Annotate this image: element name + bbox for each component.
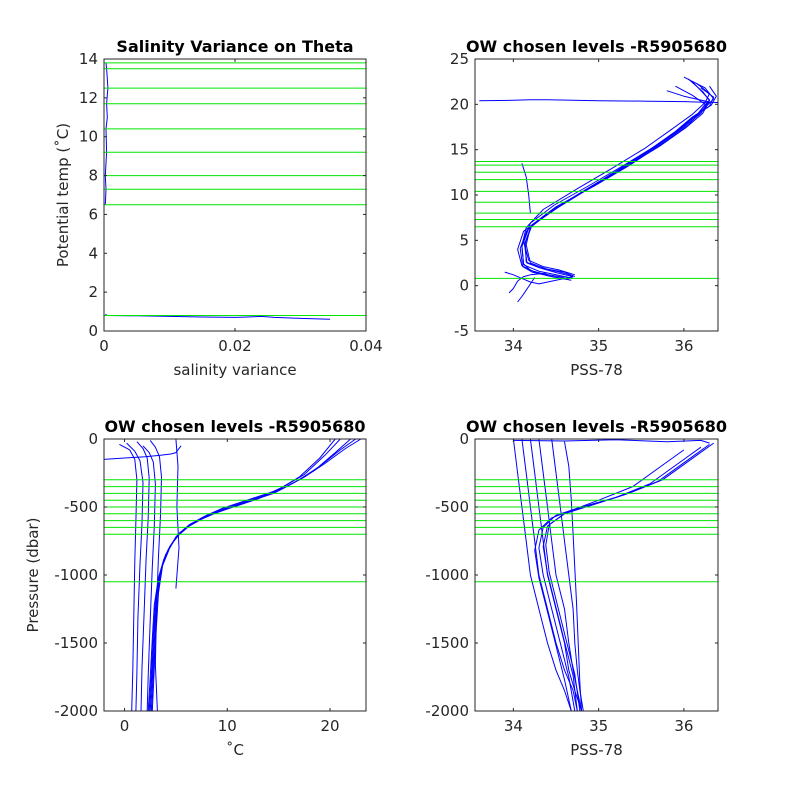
x-tick-label: 35 bbox=[589, 337, 608, 355]
y-tick-label: -2000 bbox=[425, 702, 469, 720]
series-line bbox=[523, 90, 709, 276]
y-tick-label: 4 bbox=[88, 244, 98, 262]
series-line bbox=[538, 439, 583, 711]
y-tick-label: -1500 bbox=[425, 634, 469, 652]
plot-data bbox=[104, 62, 366, 320]
y-tick-label: 20 bbox=[450, 95, 469, 113]
y-tick-label: -1000 bbox=[425, 566, 469, 584]
chart-title: Salinity Variance on Theta bbox=[116, 37, 353, 56]
y-tick-label: -2000 bbox=[54, 702, 98, 720]
x-tick-label: 0.04 bbox=[349, 337, 382, 355]
chart-panel-1: 0 0.02 0.04 0 2 4 6 8 10 12 14 Salinity Variance on… bbox=[54, 37, 383, 379]
series-line bbox=[521, 439, 578, 711]
x-axis-label: PSS-78 bbox=[570, 361, 623, 379]
series-line bbox=[104, 62, 109, 205]
y-axis-label: Pressure (dbar) bbox=[24, 518, 42, 633]
y-tick-label: 8 bbox=[88, 167, 98, 185]
y-tick-label: 5 bbox=[459, 231, 469, 249]
x-tick-label: 0 bbox=[99, 337, 109, 355]
y-tick-label: 15 bbox=[450, 141, 469, 159]
chart-title: OW chosen levels -R5905680 bbox=[466, 417, 727, 436]
series-line bbox=[517, 277, 536, 303]
y-tick-label: -1500 bbox=[54, 634, 98, 652]
series-line bbox=[136, 441, 150, 711]
y-tick-label: 10 bbox=[79, 128, 98, 146]
y-tick-label: 12 bbox=[79, 89, 98, 107]
x-tick-label: 34 bbox=[504, 337, 523, 355]
y-tick-label: 0 bbox=[88, 322, 98, 340]
y-tick-label: 6 bbox=[88, 205, 98, 223]
x-tick-label: 34 bbox=[504, 717, 523, 735]
x-axis-label: PSS-78 bbox=[570, 741, 623, 759]
series-line bbox=[521, 163, 531, 214]
x-tick-label: 35 bbox=[589, 717, 608, 735]
chart-title: OW chosen levels -R5905680 bbox=[466, 37, 727, 56]
y-tick-label: 2 bbox=[88, 283, 98, 301]
y-tick-label: 14 bbox=[79, 50, 98, 68]
series-line bbox=[151, 439, 362, 711]
x-tick-label: 20 bbox=[320, 717, 339, 735]
series-line bbox=[521, 83, 710, 278]
y-tick-label: -500 bbox=[64, 498, 98, 516]
series-line bbox=[524, 78, 710, 278]
series-line bbox=[513, 439, 710, 444]
x-tick-label: 36 bbox=[674, 717, 693, 735]
plot-data bbox=[475, 76, 718, 303]
plot-data bbox=[104, 439, 366, 711]
series-line bbox=[149, 440, 162, 711]
series-line bbox=[504, 271, 574, 285]
y-tick-label: 0 bbox=[88, 430, 98, 448]
series-line bbox=[551, 439, 584, 711]
plot-area bbox=[103, 438, 367, 712]
chart-title: OW chosen levels -R5905680 bbox=[104, 417, 365, 436]
y-tick-label: -1000 bbox=[54, 566, 98, 584]
x-tick-label: 0.02 bbox=[218, 337, 251, 355]
series-line bbox=[508, 272, 548, 294]
x-tick-label: 36 bbox=[674, 337, 693, 355]
chart-panel-3: 0 10 20 -2000 -1500 -1000 -500 0 OW chosen level… bbox=[24, 417, 367, 759]
series-line bbox=[564, 441, 583, 711]
plot-area bbox=[103, 58, 367, 332]
x-tick-label: 0 bbox=[120, 717, 130, 735]
series-line bbox=[126, 442, 144, 711]
y-tick-label: -5 bbox=[454, 322, 469, 340]
y-tick-label: 25 bbox=[450, 50, 469, 68]
x-axis-label: salinity variance bbox=[173, 361, 296, 379]
y-axis-label: Potential temp (˚C) bbox=[54, 123, 72, 267]
series-line bbox=[512, 439, 572, 711]
y-tick-label: 0 bbox=[459, 430, 469, 448]
series-line bbox=[104, 445, 182, 460]
y-tick-label: 0 bbox=[459, 277, 469, 295]
series-line bbox=[529, 439, 583, 711]
chart-panel-4: 34 35 36 -2000 -1500 -1000 -500 0OW chosen leve… bbox=[425, 417, 727, 759]
series-line bbox=[479, 99, 718, 103]
x-axis-label: ˚C bbox=[226, 741, 244, 759]
x-tick-label: 10 bbox=[218, 717, 237, 735]
plot-data bbox=[475, 439, 718, 711]
series-line bbox=[147, 439, 336, 711]
y-tick-label: 10 bbox=[450, 186, 469, 204]
y-tick-label: -500 bbox=[435, 498, 469, 516]
